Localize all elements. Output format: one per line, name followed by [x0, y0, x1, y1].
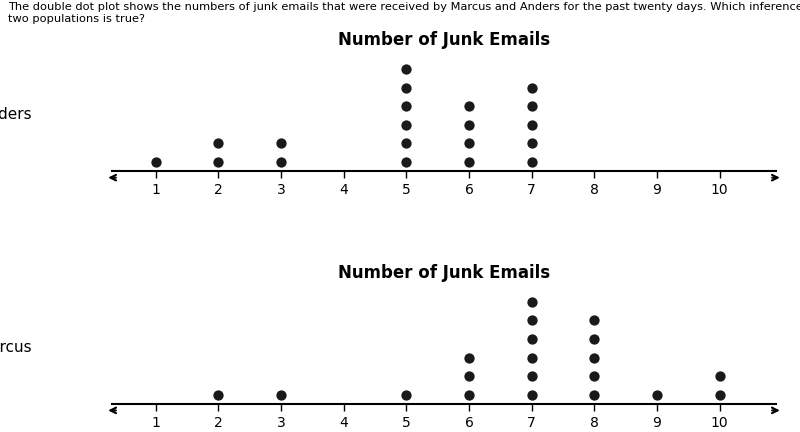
Point — [526, 336, 538, 343]
Point — [526, 159, 538, 165]
Point — [462, 121, 475, 128]
Point — [526, 298, 538, 305]
Point — [400, 103, 413, 110]
Point — [526, 317, 538, 324]
Point — [462, 391, 475, 398]
Point — [526, 121, 538, 128]
Point — [526, 354, 538, 361]
Text: The double dot plot shows the numbers of junk emails that were received by Marcu: The double dot plot shows the numbers of… — [8, 2, 800, 24]
Point — [400, 159, 413, 165]
Point — [212, 159, 225, 165]
Point — [400, 391, 413, 398]
Text: Anders: Anders — [0, 107, 32, 122]
Point — [588, 354, 601, 361]
Point — [462, 159, 475, 165]
Point — [462, 354, 475, 361]
Point — [462, 103, 475, 110]
Title: Number of Junk Emails: Number of Junk Emails — [338, 264, 550, 282]
Point — [212, 140, 225, 147]
Point — [462, 373, 475, 380]
Title: Number of Junk Emails: Number of Junk Emails — [338, 31, 550, 49]
Point — [526, 84, 538, 91]
Point — [462, 140, 475, 147]
Point — [588, 336, 601, 343]
Point — [150, 159, 162, 165]
Point — [526, 373, 538, 380]
Text: Marcus: Marcus — [0, 340, 32, 355]
Point — [588, 391, 601, 398]
Point — [526, 140, 538, 147]
Point — [400, 84, 413, 91]
Point — [400, 121, 413, 128]
Point — [274, 140, 287, 147]
Point — [400, 66, 413, 73]
Point — [274, 391, 287, 398]
Point — [588, 317, 601, 324]
Point — [526, 103, 538, 110]
Point — [526, 391, 538, 398]
Point — [274, 159, 287, 165]
Point — [714, 373, 726, 380]
Point — [400, 140, 413, 147]
Point — [212, 391, 225, 398]
Point — [650, 391, 663, 398]
Point — [714, 391, 726, 398]
Point — [588, 373, 601, 380]
